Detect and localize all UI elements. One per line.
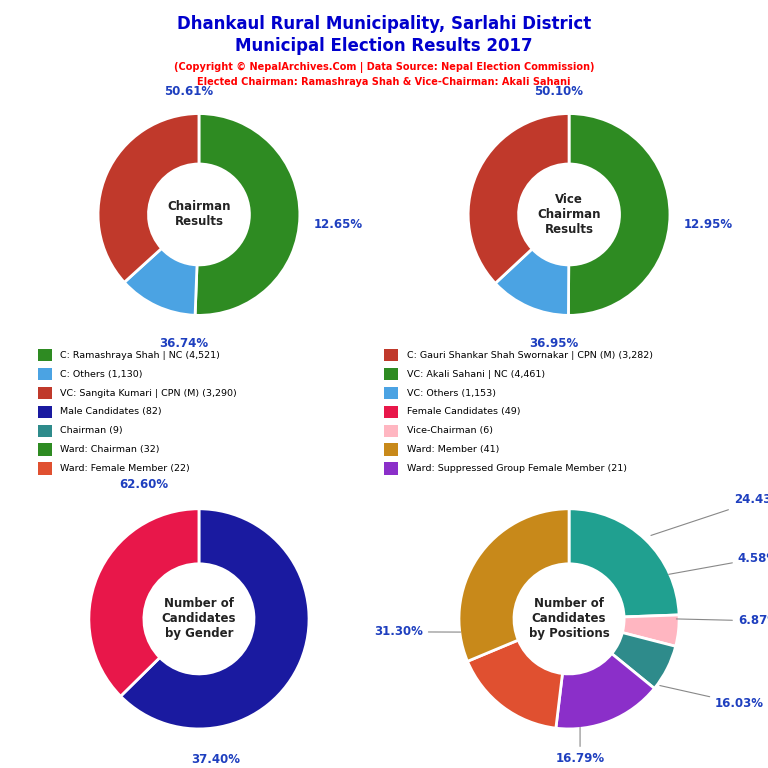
Wedge shape <box>98 114 199 283</box>
Wedge shape <box>89 508 199 697</box>
Text: 24.43%: 24.43% <box>651 493 768 535</box>
Text: 31.30%: 31.30% <box>374 625 461 638</box>
Text: VC: Sangita Kumari | CPN (M) (3,290): VC: Sangita Kumari | CPN (M) (3,290) <box>61 389 237 398</box>
Text: 12.65%: 12.65% <box>313 218 362 231</box>
Wedge shape <box>556 654 654 729</box>
Text: Vice
Chairman
Results: Vice Chairman Results <box>538 193 601 236</box>
Text: 50.61%: 50.61% <box>164 84 214 98</box>
Bar <box>38 368 52 380</box>
Wedge shape <box>124 248 197 316</box>
Text: 16.79%: 16.79% <box>555 727 604 765</box>
Text: Ward: Suppressed Group Female Member (21): Ward: Suppressed Group Female Member (21… <box>406 464 627 473</box>
Wedge shape <box>622 615 679 647</box>
Wedge shape <box>121 508 309 729</box>
Wedge shape <box>459 508 569 661</box>
Text: Ward: Female Member (22): Ward: Female Member (22) <box>61 464 190 473</box>
Text: Male Candidates (82): Male Candidates (82) <box>61 407 162 416</box>
Text: VC: Akali Sahani | NC (4,461): VC: Akali Sahani | NC (4,461) <box>406 369 545 379</box>
Text: 6.87%: 6.87% <box>677 614 768 627</box>
Bar <box>38 462 52 475</box>
Wedge shape <box>568 114 670 316</box>
Wedge shape <box>569 508 679 617</box>
Text: VC: Others (1,153): VC: Others (1,153) <box>406 389 495 398</box>
Bar <box>384 387 398 399</box>
Bar <box>38 349 52 362</box>
Text: Female Candidates (49): Female Candidates (49) <box>406 407 520 416</box>
Text: C: Ramashraya Shah | NC (4,521): C: Ramashraya Shah | NC (4,521) <box>61 351 220 360</box>
Wedge shape <box>468 640 562 728</box>
Bar <box>384 406 398 418</box>
Text: Number of
Candidates
by Gender: Number of Candidates by Gender <box>162 598 237 641</box>
Text: 36.74%: 36.74% <box>159 337 208 350</box>
Bar <box>38 387 52 399</box>
Text: C: Gauri Shankar Shah Swornakar | CPN (M) (3,282): C: Gauri Shankar Shah Swornakar | CPN (M… <box>406 351 653 360</box>
Text: Chairman
Results: Chairman Results <box>167 200 230 228</box>
Bar <box>384 443 398 455</box>
Text: Chairman (9): Chairman (9) <box>61 426 123 435</box>
Text: Number of
Candidates
by Positions: Number of Candidates by Positions <box>528 598 610 641</box>
Wedge shape <box>495 249 569 316</box>
Text: C: Others (1,130): C: Others (1,130) <box>61 369 143 379</box>
Text: 16.03%: 16.03% <box>660 686 764 710</box>
Text: Dhankaul Rural Municipality, Sarlahi District: Dhankaul Rural Municipality, Sarlahi Dis… <box>177 15 591 33</box>
Text: 62.60%: 62.60% <box>119 478 168 491</box>
Wedge shape <box>195 114 300 316</box>
Bar <box>38 406 52 418</box>
Text: (Copyright © NepalArchives.Com | Data Source: Nepal Election Commission): (Copyright © NepalArchives.Com | Data So… <box>174 61 594 72</box>
Text: 36.95%: 36.95% <box>529 337 578 350</box>
Text: 50.10%: 50.10% <box>535 84 584 98</box>
Text: Elected Chairman: Ramashraya Shah & Vice-Chairman: Akali Sahani: Elected Chairman: Ramashraya Shah & Vice… <box>197 77 571 87</box>
Bar <box>384 349 398 362</box>
Text: Municipal Election Results 2017: Municipal Election Results 2017 <box>235 37 533 55</box>
Bar <box>384 368 398 380</box>
Wedge shape <box>468 114 569 283</box>
Bar <box>38 425 52 437</box>
Text: 12.95%: 12.95% <box>684 218 733 231</box>
Text: Ward: Member (41): Ward: Member (41) <box>406 445 499 454</box>
Bar <box>384 425 398 437</box>
Wedge shape <box>612 633 676 688</box>
Text: 37.40%: 37.40% <box>191 753 240 766</box>
Text: Vice-Chairman (6): Vice-Chairman (6) <box>406 426 492 435</box>
Bar <box>38 443 52 455</box>
Bar <box>384 462 398 475</box>
Text: Ward: Chairman (32): Ward: Chairman (32) <box>61 445 160 454</box>
Text: 4.58%: 4.58% <box>669 551 768 574</box>
